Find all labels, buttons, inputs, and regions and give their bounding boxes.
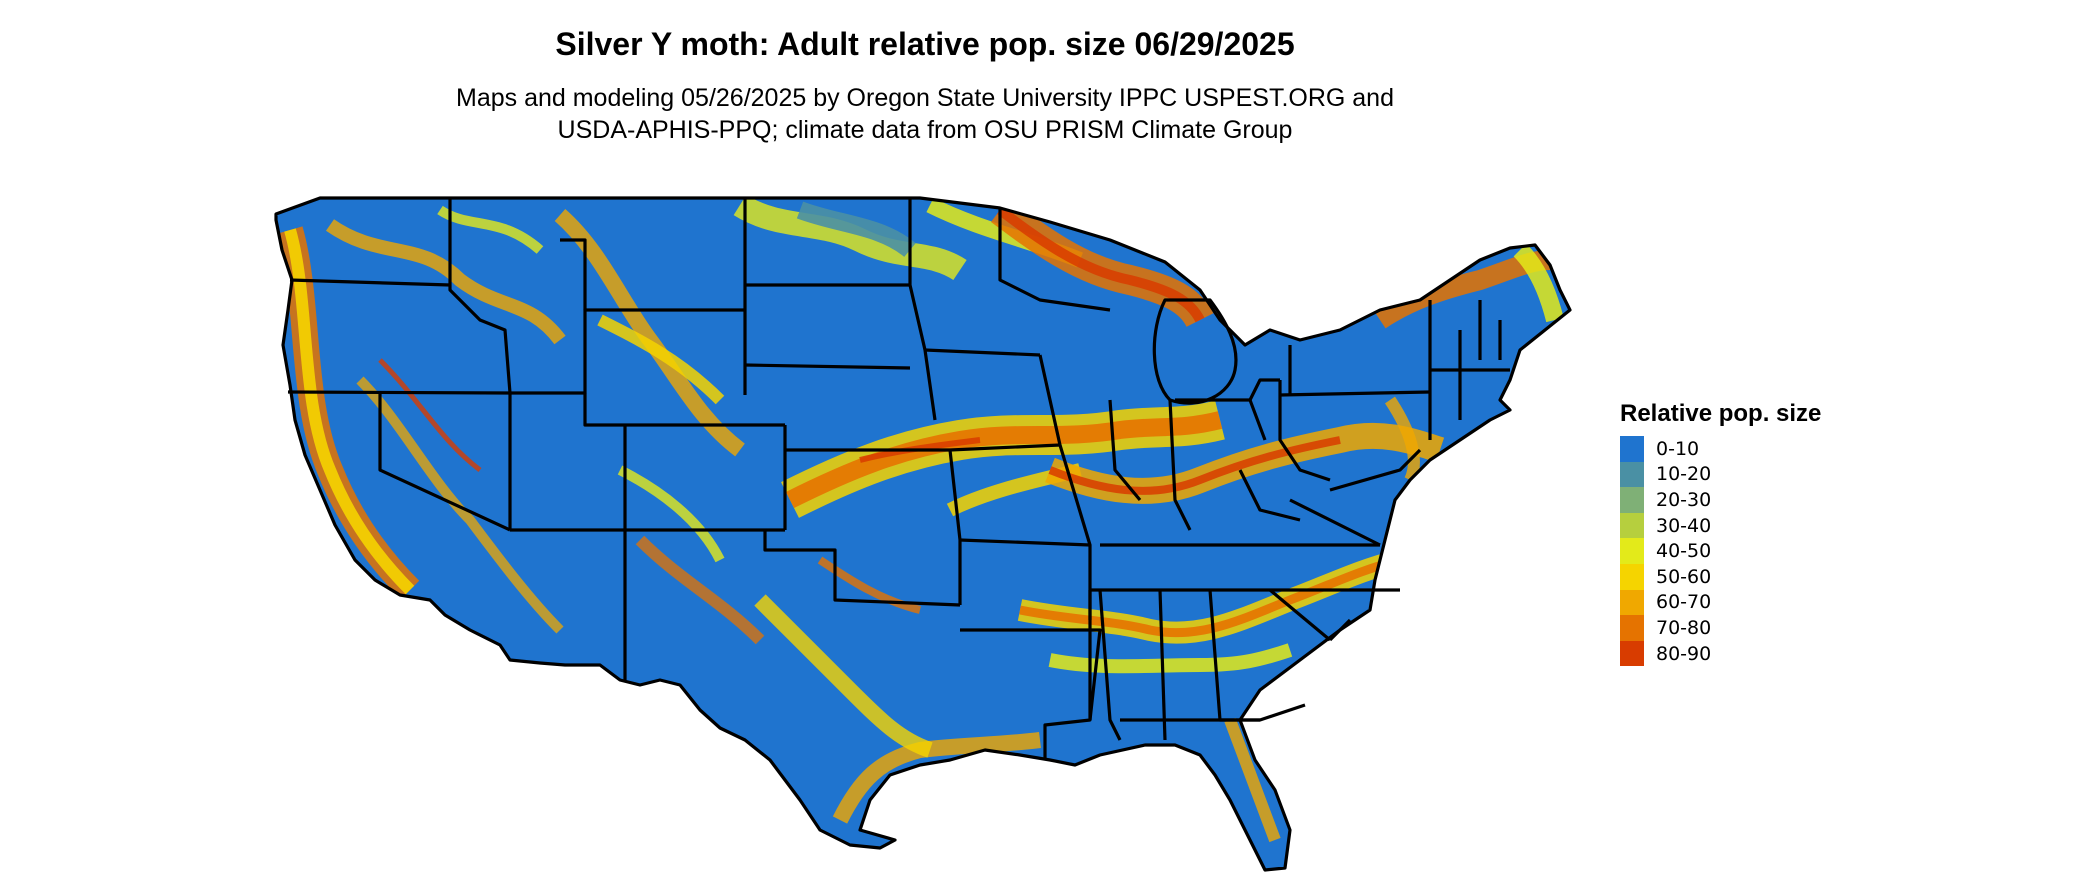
legend-item: 0-10 [1620,436,1821,462]
heat-band-ohio [1045,422,1445,504]
legend-swatch [1620,589,1644,616]
legend-item: 50-60 [1620,563,1821,590]
legend-items: 0-10 10-20 20-30 30-40 40-50 50-60 60-70 70-80 8… [1620,436,1821,667]
legend-label: 30-40 [1656,514,1712,537]
heat-band-northeast [1374,243,1564,483]
population-raster [276,198,1570,870]
legend-label: 60-70 [1656,591,1712,614]
legend-label: 50-60 [1656,565,1712,588]
legend-label: 70-80 [1656,616,1712,639]
heat-band-west [277,205,566,634]
legend-item: 60-70 [1620,589,1821,616]
heat-band-rockies [554,208,765,645]
legend-swatch [1620,615,1644,641]
legend-swatch [1620,538,1644,564]
subtitle-line-2: USDA-APHIS-PPQ; climate data from OSU PR… [557,116,1293,144]
us-outline [274,196,1572,872]
heat-band-texas [754,556,933,758]
legend: Relative pop. size 0-10 10-20 20-30 30-40 40… [1620,400,1822,667]
legend-item: 20-30 [1620,487,1821,513]
legend-label: 10-20 [1656,463,1712,486]
map-subtitle: Maps and modeling 05/26/2025 by Oregon S… [0,82,1850,146]
legend-item: 80-90 [1620,640,1821,667]
legend-item: 10-20 [1620,461,1821,488]
state-borders [274,196,1572,872]
legend-swatch [1620,512,1644,539]
subtitle-line-1: Maps and modeling 05/26/2025 by Oregon S… [456,84,1394,112]
legend-label: 0-10 [1656,437,1700,460]
legend-title: Relative pop. size [1620,400,1822,427]
legend-item: 40-50 [1620,538,1821,564]
legend-label: 20-30 [1656,488,1712,511]
legend-label: 40-50 [1656,540,1712,563]
legend-swatch [1620,436,1644,462]
legend-swatch [1620,487,1644,513]
heat-band-central [781,400,1225,518]
legend-item: 30-40 [1620,512,1821,539]
legend-swatch [1620,563,1644,590]
legend-swatch [1620,640,1644,667]
heat-band-great-lakes [991,198,1214,328]
legend-swatch [1620,461,1644,488]
legend-label: 80-90 [1656,642,1712,665]
map-title: Silver Y moth: Adult relative pop. size … [555,26,1295,62]
legend-item: 70-80 [1620,615,1821,641]
